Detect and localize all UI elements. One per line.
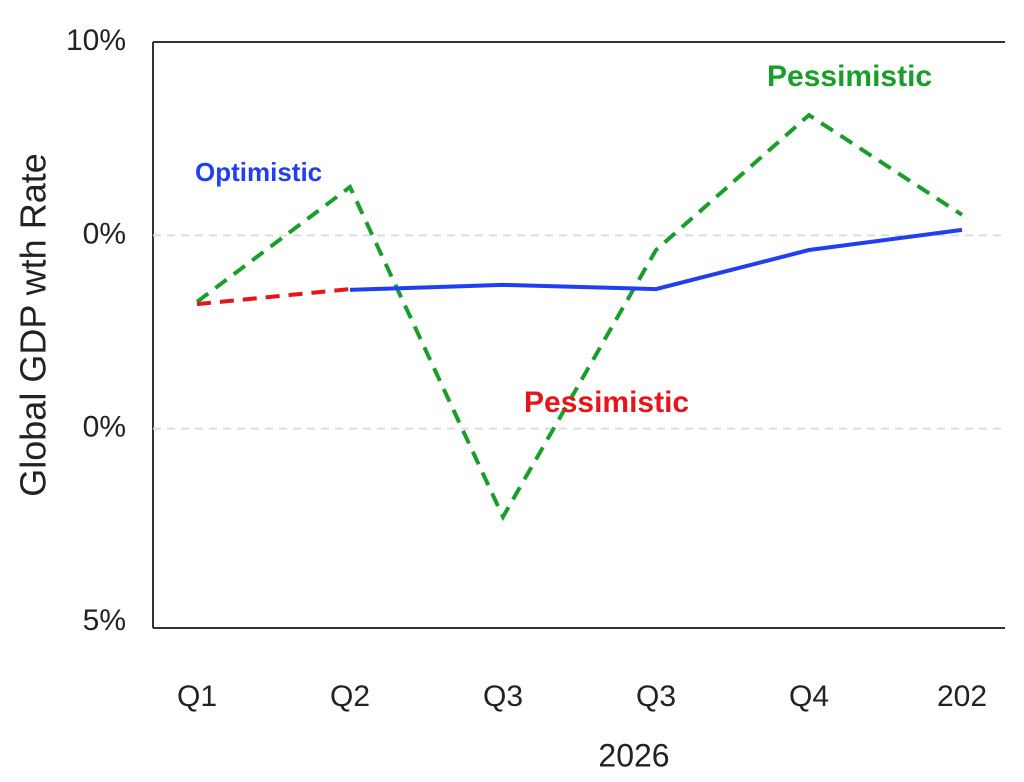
annotation: Optimistic <box>195 157 322 187</box>
x-tick-label: Q1 <box>177 680 217 713</box>
x-tick-label: Q4 <box>789 680 829 713</box>
y-tick-label: 0% <box>83 411 126 444</box>
y-tick-label: 5% <box>83 604 126 637</box>
series-line <box>349 227 963 292</box>
x-axis-title: 2026 <box>598 737 669 773</box>
series-line <box>196 287 351 307</box>
x-tick-label: Q2 <box>330 680 370 713</box>
x-tick-label: 202 <box>937 680 987 713</box>
x-tick-label: Q3 <box>483 680 523 713</box>
y-tick-label: 0% <box>83 217 126 250</box>
y-axis-title: Global GDP wth Rate <box>13 153 54 497</box>
annotation: Pessimistic <box>524 386 689 419</box>
y-tick-label: 10% <box>66 24 126 57</box>
x-tick-label: Q3 <box>636 680 676 713</box>
annotation: Pessimistic <box>767 60 932 93</box>
